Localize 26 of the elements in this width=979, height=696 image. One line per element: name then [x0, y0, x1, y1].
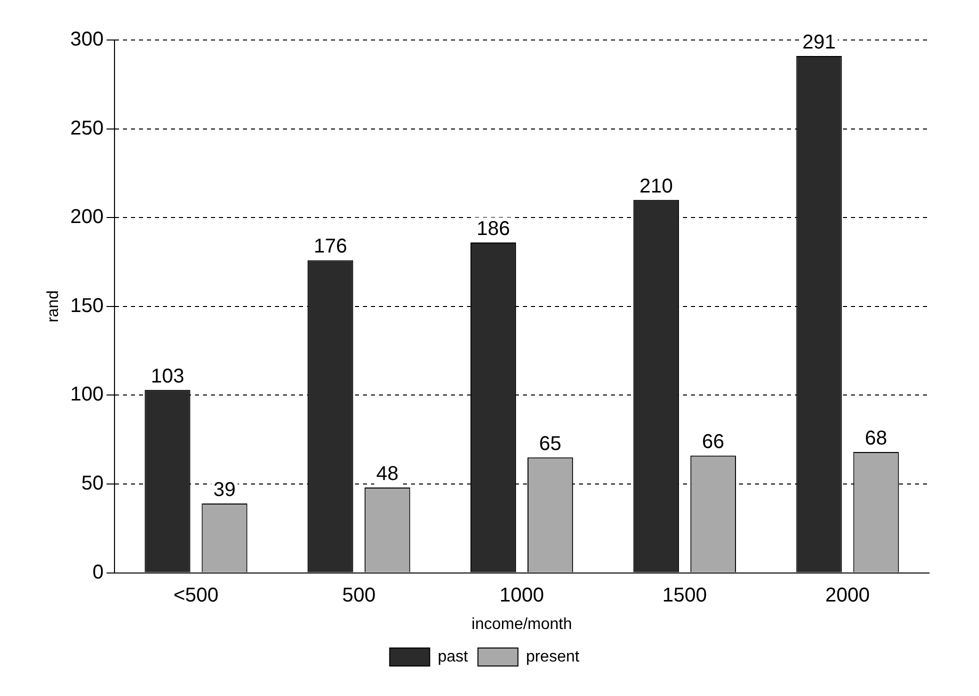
legend-label: present	[526, 648, 580, 666]
data-label: 176	[314, 236, 348, 258]
data-label: 291	[802, 32, 836, 54]
y-axis-title: rand	[45, 290, 62, 322]
data-label: 103	[150, 365, 184, 388]
data-label: 48	[376, 463, 399, 486]
y-tick-label: 300	[70, 28, 104, 51]
x-tick-label: 1500	[662, 584, 707, 606]
data-label: 186	[476, 218, 510, 240]
y-tick-label: 250	[70, 117, 104, 140]
y-tick-label: 0	[92, 561, 104, 584]
x-tick-label: 1000	[500, 584, 544, 606]
data-label: 65	[539, 432, 562, 455]
x-tick-label: 500	[342, 584, 376, 606]
data-label: 210	[639, 175, 673, 198]
y-tick-label: 100	[70, 384, 104, 406]
legend-label: past	[438, 648, 468, 666]
x-axis-title: income/month	[472, 616, 572, 633]
x-tick-label: 2000	[825, 584, 870, 606]
y-tick-label: 50	[81, 472, 104, 495]
data-label: 66	[702, 431, 724, 454]
data-label: 39	[213, 479, 236, 502]
y-tick-label: 200	[70, 206, 104, 228]
x-tick-label: <500	[173, 584, 219, 606]
data-label: 68	[864, 428, 888, 450]
y-tick-label: 150	[70, 294, 104, 317]
